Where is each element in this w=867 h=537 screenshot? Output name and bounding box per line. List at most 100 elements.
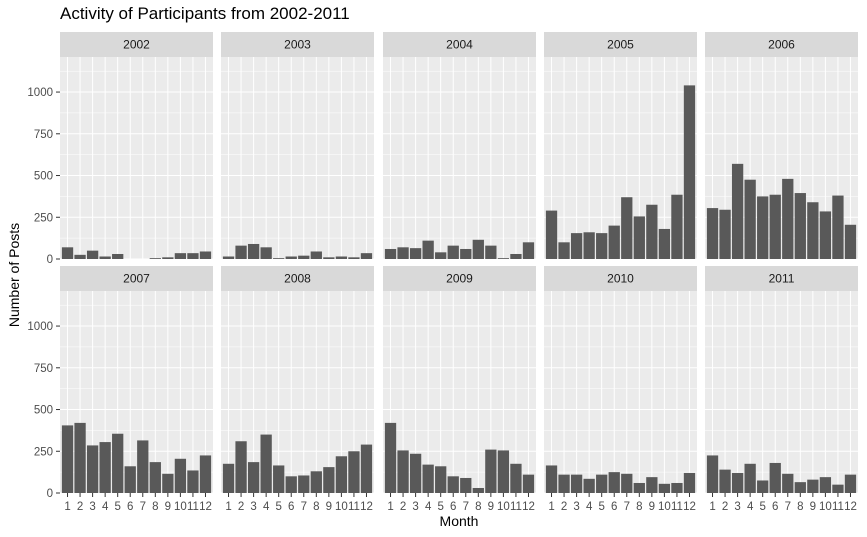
- bar-2006-7: [782, 178, 794, 259]
- bar-2007-4: [99, 442, 111, 493]
- x-tick-label: 1: [225, 501, 231, 513]
- bar-2009-12: [522, 474, 535, 493]
- panel-background: [544, 291, 697, 493]
- facet-label: 2008: [284, 272, 311, 286]
- x-tick-label: 12: [683, 501, 696, 513]
- y-axis-title: Number of Posts: [6, 223, 22, 327]
- bar-2003-12: [360, 253, 373, 259]
- x-tick-label: 1: [709, 501, 715, 513]
- facet-2006: 2006: [705, 32, 858, 260]
- bar-2002-8: [149, 258, 161, 259]
- x-tick-label: 2: [77, 501, 83, 513]
- bar-2005-2: [558, 242, 570, 259]
- x-tick-label: 2: [238, 501, 244, 513]
- bar-2007-12: [199, 455, 212, 493]
- bar-2007-3: [86, 445, 99, 493]
- x-tick-label: 6: [611, 501, 617, 513]
- facet-strip: [383, 32, 536, 57]
- bar-2005-11: [671, 194, 683, 259]
- x-tick-label: 11: [348, 501, 360, 513]
- x-tick-label: 9: [810, 501, 816, 513]
- x-tick-label: 7: [140, 501, 146, 513]
- y-tick-label: 1000: [27, 87, 53, 99]
- bar-2006-12: [844, 224, 857, 259]
- facet-label: 2010: [607, 272, 634, 286]
- bar-2004-7: [460, 248, 472, 259]
- x-tick-label: 2: [400, 501, 406, 513]
- x-tick-label: 10: [174, 501, 187, 513]
- x-tick-label: 11: [832, 501, 844, 513]
- bar-2004-1: [384, 248, 397, 259]
- bar-2005-1: [545, 210, 558, 259]
- x-tick-label: 1: [387, 501, 393, 513]
- x-axis-title: Month: [440, 513, 479, 529]
- x-tick-label: 12: [360, 501, 373, 513]
- bar-2005-12: [683, 85, 696, 260]
- bar-2009-1: [384, 422, 397, 493]
- bar-2004-8: [472, 239, 484, 259]
- x-tick-label: 4: [102, 501, 109, 513]
- bar-2009-5: [435, 466, 447, 493]
- facet-label: 2009: [446, 272, 473, 286]
- bar-2002-1: [61, 247, 74, 259]
- bar-2005-3: [570, 233, 583, 259]
- facet-strip: [60, 32, 213, 57]
- x-tick-label: 11: [671, 501, 683, 513]
- bar-2009-3: [409, 453, 422, 493]
- bar-2007-7: [137, 440, 149, 493]
- bar-2011-9: [807, 479, 819, 493]
- bar-2007-5: [112, 433, 124, 493]
- bar-2007-1: [61, 425, 74, 493]
- facet-strip: [383, 266, 536, 291]
- bar-2006-3: [731, 163, 744, 259]
- bar-2008-11: [348, 451, 360, 493]
- bar-2006-11: [832, 195, 844, 259]
- facet-strip: [544, 32, 697, 57]
- chart-title: Activity of Participants from 2002-2011: [60, 4, 350, 23]
- bar-2006-5: [757, 196, 769, 259]
- bar-2003-8: [310, 251, 322, 259]
- panel-background: [60, 57, 213, 259]
- bar-2010-5: [596, 474, 608, 493]
- bar-2006-2: [719, 209, 731, 259]
- bar-2011-1: [706, 455, 719, 493]
- bar-2003-10: [335, 256, 348, 259]
- bar-2007-11: [187, 470, 199, 493]
- bar-2008-3: [247, 462, 260, 493]
- x-tick-label: 5: [759, 501, 765, 513]
- facet-2005: 2005: [544, 32, 697, 260]
- x-tick-label: 1: [64, 501, 70, 513]
- bar-2007-9: [162, 473, 174, 493]
- facet-strip: [60, 266, 213, 291]
- bar-2009-10: [497, 450, 510, 493]
- x-tick-label: 3: [250, 501, 256, 513]
- bar-2004-11: [510, 253, 522, 259]
- x-tick-label: 4: [425, 501, 432, 513]
- facet-2004: 2004: [383, 32, 536, 260]
- x-tick-label: 12: [844, 501, 857, 513]
- bar-2003-7: [298, 255, 310, 259]
- x-tick-label: 2: [561, 501, 567, 513]
- bar-2004-6: [447, 245, 459, 259]
- bar-2010-6: [608, 472, 620, 493]
- bar-2006-9: [807, 202, 819, 259]
- bar-2011-3: [731, 472, 744, 493]
- x-tick-label: 1: [548, 501, 554, 513]
- facet-2008: 2008: [221, 266, 374, 494]
- x-tick-label: 9: [165, 501, 171, 513]
- bar-2009-4: [422, 464, 434, 493]
- bar-2011-5: [757, 480, 769, 493]
- bar-2008-6: [285, 476, 297, 493]
- x-tick-label: 8: [152, 501, 158, 513]
- x-tick-label: 5: [114, 501, 120, 513]
- facet-2007: 2007: [60, 266, 213, 494]
- bar-2003-6: [285, 256, 297, 259]
- bar-2006-4: [744, 179, 756, 259]
- x-tick-label: 3: [412, 501, 418, 513]
- x-tick-label: 9: [488, 501, 494, 513]
- facet-strip: [221, 32, 374, 57]
- y-tick-label: 500: [34, 405, 53, 417]
- panel-background: [383, 57, 536, 259]
- bar-2004-5: [435, 252, 447, 259]
